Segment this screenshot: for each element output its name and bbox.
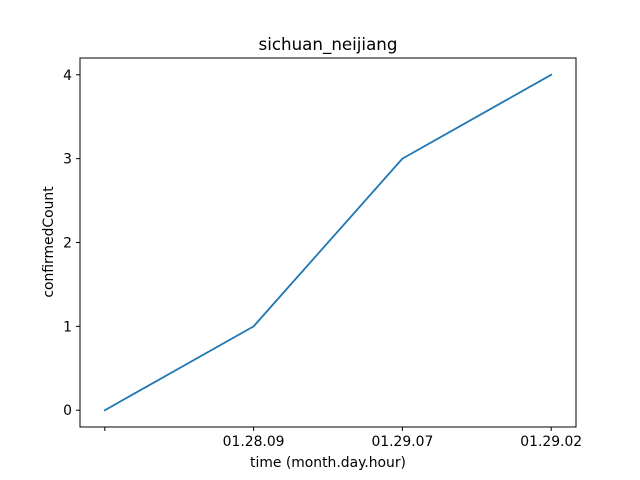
y-axis-ticks: 0 1 2 3 4 [63, 68, 80, 419]
y-axis-label: confirmedCount [41, 186, 57, 298]
series-line [103, 73, 553, 412]
y-tick-label: 0 [63, 403, 72, 419]
x-tick-label: 01.29.07 [371, 434, 433, 450]
chart-title: sichuan_neijiang [259, 34, 398, 55]
y-tick-label: 3 [63, 152, 72, 168]
series-layer [103, 73, 553, 412]
x-axis-ticks: 01.28.09 01.29.07 01.29.02 [104, 427, 582, 450]
y-tick-label: 1 [63, 319, 72, 335]
y-tick-label: 4 [63, 68, 72, 84]
x-tick-label: 01.29.02 [520, 434, 582, 450]
x-axis-label: time (month.day.hour) [250, 455, 406, 471]
x-tick-label: 01.28.09 [223, 434, 285, 450]
y-tick-label: 2 [63, 236, 72, 252]
